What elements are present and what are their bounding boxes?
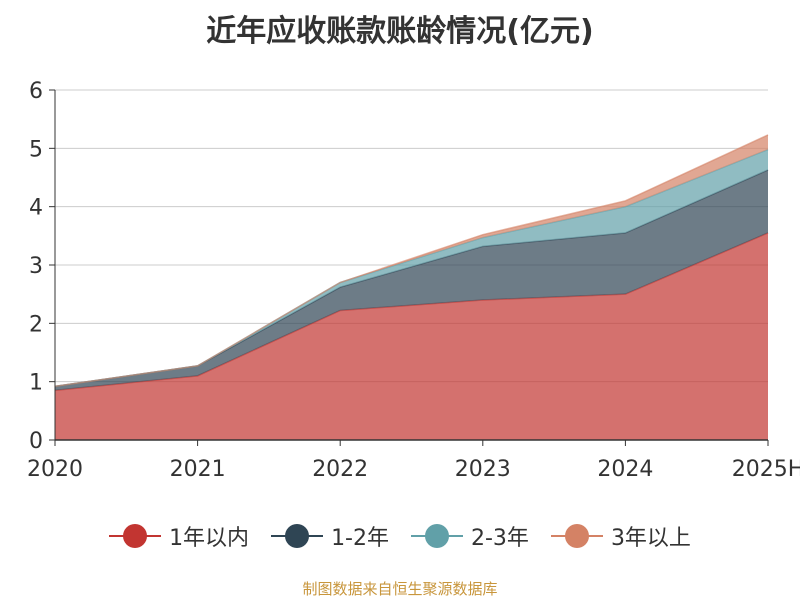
legend-dot	[123, 524, 148, 548]
legend-item[interactable]: 3年以上	[550, 520, 691, 552]
area-series-2	[55, 169, 768, 391]
y-tick-label: 4	[29, 196, 43, 221]
legend-dot	[285, 524, 310, 548]
y-tick-label: 6	[29, 79, 43, 104]
legend-label: 2-3年	[471, 526, 529, 551]
legend-label: 3年以上	[610, 526, 691, 551]
y-tick-label: 0	[29, 429, 43, 454]
legend-item[interactable]: 1-2年	[271, 520, 389, 552]
y-tick-label: 2	[29, 312, 43, 337]
x-tick-label: 2021	[170, 457, 226, 482]
legend-dot	[564, 524, 589, 548]
chart-title: 近年应收账款账龄情况(亿元)	[206, 14, 594, 49]
area-series-1	[55, 232, 768, 440]
legend-label: 1-2年	[331, 526, 389, 551]
x-tick-label: 2025H	[732, 457, 800, 482]
x-tick-label: 2024	[597, 457, 653, 482]
legend-item[interactable]: 2-3年	[411, 520, 529, 552]
source-note: 制图数据来自恒生聚源数据库	[302, 580, 498, 598]
line-series-4	[54, 134, 769, 388]
y-tick-label: 3	[29, 254, 43, 279]
legend-marker	[550, 523, 603, 549]
x-tick-label: 2020	[27, 457, 83, 482]
legend-marker	[411, 523, 463, 549]
legend: 1年以内 1-2年 2-3年 3年以上	[0, 518, 800, 554]
y-tick-label: 1	[29, 371, 43, 396]
x-tick-label: 2022	[312, 457, 368, 482]
legend-label: 1年以内	[169, 526, 250, 551]
legend-marker	[271, 523, 324, 549]
legend-dot	[425, 524, 449, 548]
x-tick-label: 2023	[455, 457, 511, 482]
y-tick-label: 5	[29, 137, 43, 162]
legend-item[interactable]: 1年以内	[109, 520, 249, 552]
legend-marker	[109, 523, 162, 549]
